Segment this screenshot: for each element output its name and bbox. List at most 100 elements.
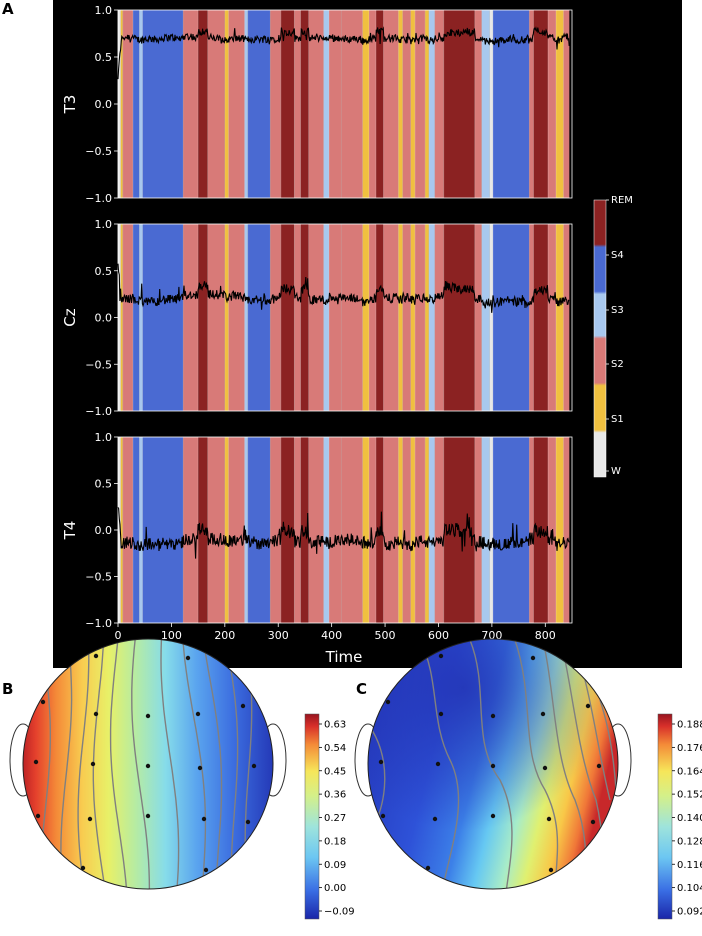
colorbar-tick-label: 0.128 (677, 836, 702, 847)
panel-label-b: B (2, 680, 13, 698)
stage-band (142, 224, 184, 411)
colorbar-tick-label: 0.140 (677, 813, 702, 824)
stage-band (323, 437, 329, 623)
stage-band (308, 10, 324, 198)
y-tick-label: −1.0 (85, 192, 112, 205)
stage-band (294, 10, 301, 198)
stage-band (362, 10, 370, 198)
stage-band (122, 224, 133, 411)
stage-band (132, 10, 140, 198)
electrode-marker (197, 765, 203, 771)
colorbar-tick-label: 0.188 (677, 720, 702, 731)
y-tick-label: 1.0 (95, 4, 113, 17)
stage-band (489, 224, 493, 411)
stage-band (529, 10, 534, 198)
x-tick-label: 500 (375, 629, 396, 642)
y-tick-label: 0.5 (95, 478, 113, 491)
colorbar-tick-label: 0.09 (324, 860, 346, 871)
stage-band (555, 437, 564, 623)
contour-line (599, 699, 617, 791)
electrode-marker (185, 655, 191, 661)
stage-band (118, 224, 121, 411)
stage-band (228, 10, 245, 198)
stage-band (529, 224, 534, 411)
stage-band (410, 10, 415, 198)
topomap-b (9, 638, 287, 890)
stage-band (207, 10, 225, 198)
stage-band (122, 10, 133, 198)
electrode-marker (87, 816, 93, 822)
stage-band (244, 10, 248, 198)
colorbar-b (304, 713, 320, 920)
y-tick-label: −1.0 (85, 617, 112, 630)
stage-band (142, 437, 184, 623)
stage-band (308, 224, 324, 411)
stage-band (410, 224, 415, 411)
stage-band (323, 224, 329, 411)
subplot-cz: 1.0 0.5 0.0 −0.5 −1.0 Cz (61, 218, 573, 418)
stage-band (122, 437, 133, 623)
stage-band (398, 224, 403, 411)
stage-band (224, 10, 229, 198)
electrodes-b (33, 653, 257, 873)
x-tick-label: 0 (115, 629, 122, 642)
x-tick-label: 600 (428, 629, 449, 642)
electrode-marker (585, 703, 591, 709)
stage-band (369, 10, 376, 198)
eeg-subplots: 1.00.50.0−0.5−1.0T31.00.50.0−0.5−1.0Cz1.… (61, 4, 573, 630)
stage-band (428, 437, 435, 623)
subplot-t3: 1.0 0.5 0.0 −0.5 −1.0 T3 (61, 4, 573, 205)
stage-band (383, 10, 399, 198)
electrode-marker (33, 759, 39, 765)
stage-band (563, 437, 570, 623)
stage-band (120, 437, 123, 623)
stage-band (434, 224, 444, 411)
electrode-marker (245, 819, 251, 825)
colorbar-tick-label: 0.104 (677, 883, 702, 894)
contour-line (181, 639, 207, 889)
electrode-marker (93, 653, 99, 659)
electrode-marker (438, 653, 444, 659)
x-tick-label: 800 (535, 629, 556, 642)
stage-band (183, 224, 199, 411)
colorbar-c-ticks: 0.188 0.176 0.164 0.152 0.140 0.128 0.116 0.104… (672, 720, 702, 918)
stage-band (139, 10, 143, 198)
stage-band (489, 437, 493, 623)
electrode-marker (490, 763, 496, 769)
head-outline-c (367, 638, 619, 890)
y-tick-label: 0.0 (95, 524, 113, 537)
signal-trace-t3 (117, 26, 570, 80)
stage-band (434, 10, 444, 198)
electrode-marker (546, 816, 552, 822)
stage-band (328, 10, 342, 198)
electrode-marker (438, 711, 444, 717)
stage-band (183, 10, 199, 198)
contour-line (160, 639, 180, 889)
channel-label-t3: T3 (61, 95, 79, 115)
colorbar-tick-label: 0.36 (324, 790, 346, 801)
stage-band (308, 437, 324, 623)
stage-band (139, 437, 143, 623)
stage-band (414, 10, 426, 198)
stage-band (120, 224, 123, 411)
stage-band (481, 10, 490, 198)
contour-line (201, 639, 223, 889)
colorbar-tick-label: 0.63 (324, 720, 346, 731)
y-tick-label: 0.5 (95, 265, 113, 278)
colorbar-tick-label: 0.27 (324, 813, 346, 824)
stage-label: S3 (611, 305, 624, 316)
electrode-marker (540, 711, 546, 717)
colorbar-c (657, 713, 673, 920)
y-tick-label: 0.0 (95, 98, 113, 111)
stage-band (300, 437, 309, 623)
stage-band (443, 224, 475, 411)
stage-band (300, 224, 309, 411)
electrode-marker (195, 711, 201, 717)
panel-label-a: A (2, 0, 14, 18)
x-axis-label: Time (325, 648, 363, 666)
stage-band (120, 10, 123, 198)
contour-line (109, 639, 128, 889)
stage-band (142, 10, 184, 198)
colorbar-tick-label: 0.152 (677, 790, 702, 801)
stage-band (247, 437, 271, 623)
